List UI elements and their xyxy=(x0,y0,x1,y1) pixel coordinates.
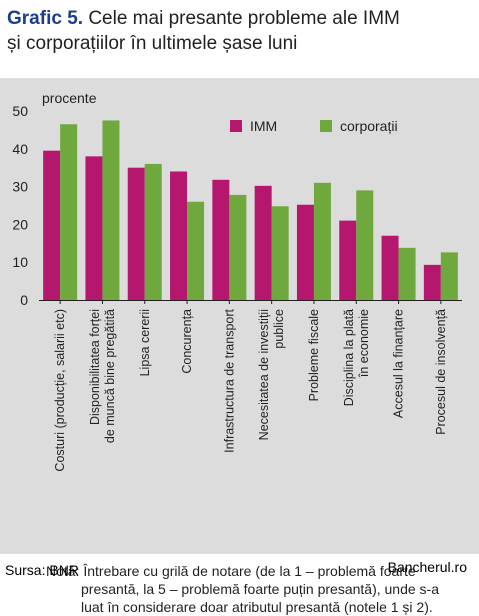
legend-label: IMM xyxy=(250,118,277,134)
bar-imm xyxy=(85,156,103,300)
y-tick-label: 50 xyxy=(12,103,28,119)
bar-imm xyxy=(296,204,314,300)
y-tick-label: 30 xyxy=(12,179,28,195)
bar-corporatii xyxy=(398,247,416,300)
bar-imm xyxy=(43,150,61,300)
x-category-label: în economie xyxy=(357,309,371,378)
bar-corporatii xyxy=(313,182,331,300)
bar-imm xyxy=(170,171,188,300)
y-tick-label: 0 xyxy=(20,292,28,308)
bar-corporatii xyxy=(440,252,458,300)
y-tick-label: 10 xyxy=(12,254,28,270)
x-category-label: Procesul de insolvență xyxy=(434,309,448,435)
bar-imm xyxy=(127,167,145,300)
bar-imm xyxy=(254,185,272,300)
title-line-1: Grafic 5. Cele mai presante probleme ale… xyxy=(7,6,477,31)
chart-title: Grafic 5. Cele mai presante probleme ale… xyxy=(7,6,477,56)
figure-number: Grafic 5. xyxy=(7,8,84,29)
bar-corporatii xyxy=(187,201,205,300)
y-tick-label: 40 xyxy=(12,141,28,157)
title-line-2: și corporațiilor în ultimele șase luni xyxy=(7,33,298,54)
bar-corporatii xyxy=(356,190,374,300)
x-category-label: Disciplina la plată xyxy=(342,309,356,406)
bar-corporatii xyxy=(102,120,120,300)
x-category-label: Costuri (producție, salarii etc) xyxy=(53,309,67,472)
legend-swatch xyxy=(320,120,332,132)
y-axis-unit: procente xyxy=(42,90,97,106)
x-category-label: Necesitatea de investiții xyxy=(257,309,271,440)
bar-corporatii xyxy=(271,206,289,300)
bar-imm xyxy=(339,220,357,300)
y-tick-label: 20 xyxy=(12,216,28,232)
bar-corporatii xyxy=(60,124,78,300)
legend-swatch xyxy=(230,120,242,132)
note-line-3: luat în considerare doar atributul presa… xyxy=(81,599,433,615)
x-category-label: Infrastructura de transport xyxy=(222,308,236,452)
x-category-label: Disponibilitatea forței xyxy=(88,309,102,425)
bar-chart: procente 0 10 20 30 40 50 Costuri (producție, s… xyxy=(12,90,462,472)
bar-corporatii xyxy=(229,194,247,300)
note-line-1: Notă: Întrebare cu grilă de notare (de l… xyxy=(46,563,416,579)
bar-imm xyxy=(423,264,441,300)
bar-imm xyxy=(212,179,230,300)
x-category-label: Concurența xyxy=(180,309,194,374)
legend-label: corporații xyxy=(340,118,398,134)
x-category-label: Probleme fiscale xyxy=(307,309,321,401)
x-category-label: publice xyxy=(272,309,286,349)
brand-label: Bancherul.ro xyxy=(387,559,467,575)
title-text-1: Cele mai presante probleme ale IMM xyxy=(88,8,400,29)
bar-imm xyxy=(381,235,399,300)
x-category-label: Lipsa cererii xyxy=(138,309,152,376)
source-label: Sursa: BNR xyxy=(5,562,79,578)
x-category-label: Accesul la finanțare xyxy=(392,309,406,418)
bar-corporatii xyxy=(144,163,162,300)
chart-panel: procente 0 10 20 30 40 50 Costuri (producție, s… xyxy=(0,78,479,615)
x-category-label: de muncă bine pregătită xyxy=(103,309,117,443)
